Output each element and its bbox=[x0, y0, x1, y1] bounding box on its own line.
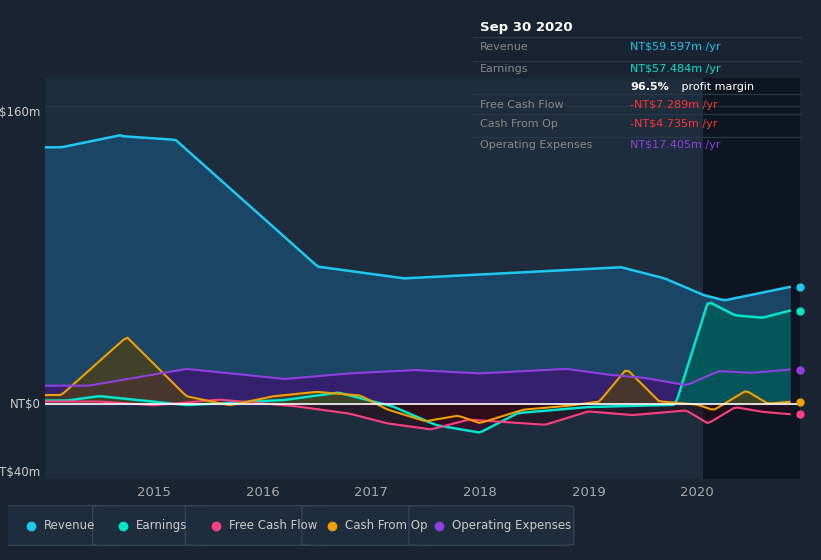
Text: Cash From Op: Cash From Op bbox=[479, 119, 557, 129]
Text: -NT$40m: -NT$40m bbox=[0, 466, 41, 479]
Text: Earnings: Earnings bbox=[136, 519, 187, 532]
Text: NT$59.597m /yr: NT$59.597m /yr bbox=[631, 42, 721, 52]
FancyBboxPatch shape bbox=[409, 506, 574, 545]
FancyBboxPatch shape bbox=[186, 506, 326, 545]
Text: Revenue: Revenue bbox=[479, 42, 529, 52]
Bar bbox=[703, 78, 821, 479]
Text: Revenue: Revenue bbox=[44, 519, 95, 532]
Text: -NT$4.735m /yr: -NT$4.735m /yr bbox=[631, 119, 718, 129]
Text: profit margin: profit margin bbox=[678, 82, 754, 92]
Text: Operating Expenses: Operating Expenses bbox=[452, 519, 571, 532]
Text: Operating Expenses: Operating Expenses bbox=[479, 140, 592, 150]
Text: Earnings: Earnings bbox=[479, 64, 528, 74]
FancyBboxPatch shape bbox=[0, 506, 117, 545]
Text: NT$160m: NT$160m bbox=[0, 106, 41, 119]
Text: NT$0: NT$0 bbox=[10, 398, 41, 411]
FancyBboxPatch shape bbox=[93, 506, 209, 545]
Text: NT$57.484m /yr: NT$57.484m /yr bbox=[631, 64, 721, 74]
Text: Cash From Op: Cash From Op bbox=[346, 519, 428, 532]
Text: -NT$7.289m /yr: -NT$7.289m /yr bbox=[631, 100, 718, 110]
Text: Free Cash Flow: Free Cash Flow bbox=[479, 100, 563, 110]
FancyBboxPatch shape bbox=[302, 506, 434, 545]
Text: NT$17.405m /yr: NT$17.405m /yr bbox=[631, 140, 721, 150]
Text: Sep 30 2020: Sep 30 2020 bbox=[479, 21, 572, 34]
Text: 96.5%: 96.5% bbox=[631, 82, 669, 92]
Text: Free Cash Flow: Free Cash Flow bbox=[229, 519, 317, 532]
